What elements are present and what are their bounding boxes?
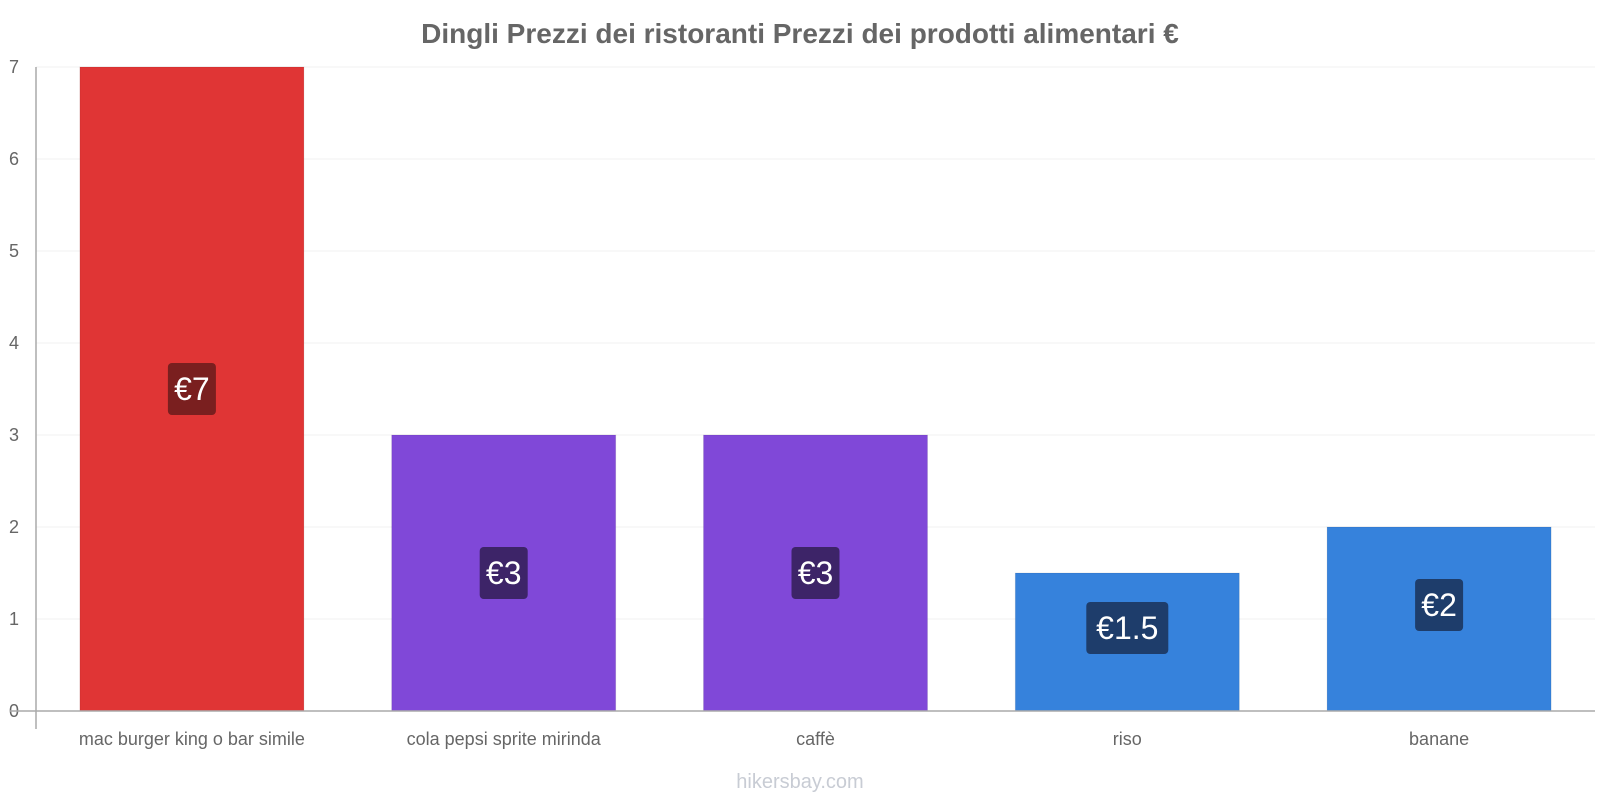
value-label: €3 xyxy=(486,555,522,591)
x-category-label: mac burger king o bar simile xyxy=(79,729,305,749)
value-label-box xyxy=(1415,579,1464,631)
x-category-label: banane xyxy=(1409,729,1469,749)
x-category-label: cola pepsi sprite mirinda xyxy=(407,729,602,749)
y-tick-label: 5 xyxy=(9,241,19,261)
x-category-label: caffè xyxy=(796,729,835,749)
bars xyxy=(79,66,1552,712)
value-label: €3 xyxy=(798,555,834,591)
value-label-box xyxy=(479,547,528,599)
y-tick-label: 4 xyxy=(9,333,19,353)
y-tick-label: 2 xyxy=(9,517,19,537)
value-labels: €7 €3 €3 €1.5 €2 xyxy=(167,363,1464,654)
y-tick-label: 1 xyxy=(9,609,19,629)
value-label-box xyxy=(167,363,216,415)
source-watermark: hikersbay.com xyxy=(736,771,863,793)
value-label-box xyxy=(791,547,840,599)
value-label: €2 xyxy=(1421,587,1457,623)
value-label-box xyxy=(1086,602,1169,654)
x-category-label: riso xyxy=(1113,729,1142,749)
y-tick-label: 7 xyxy=(9,57,19,77)
y-tick-label: 3 xyxy=(9,425,19,445)
y-tick-label: 6 xyxy=(9,149,19,169)
value-label: €1.5 xyxy=(1096,610,1158,646)
chart-title: Dingli Prezzi dei ristoranti Prezzi dei … xyxy=(421,18,1179,49)
value-label: €7 xyxy=(174,371,210,407)
axes xyxy=(10,67,1595,729)
x-axis-labels: mac burger king o bar simile cola pepsi s… xyxy=(79,729,1469,749)
